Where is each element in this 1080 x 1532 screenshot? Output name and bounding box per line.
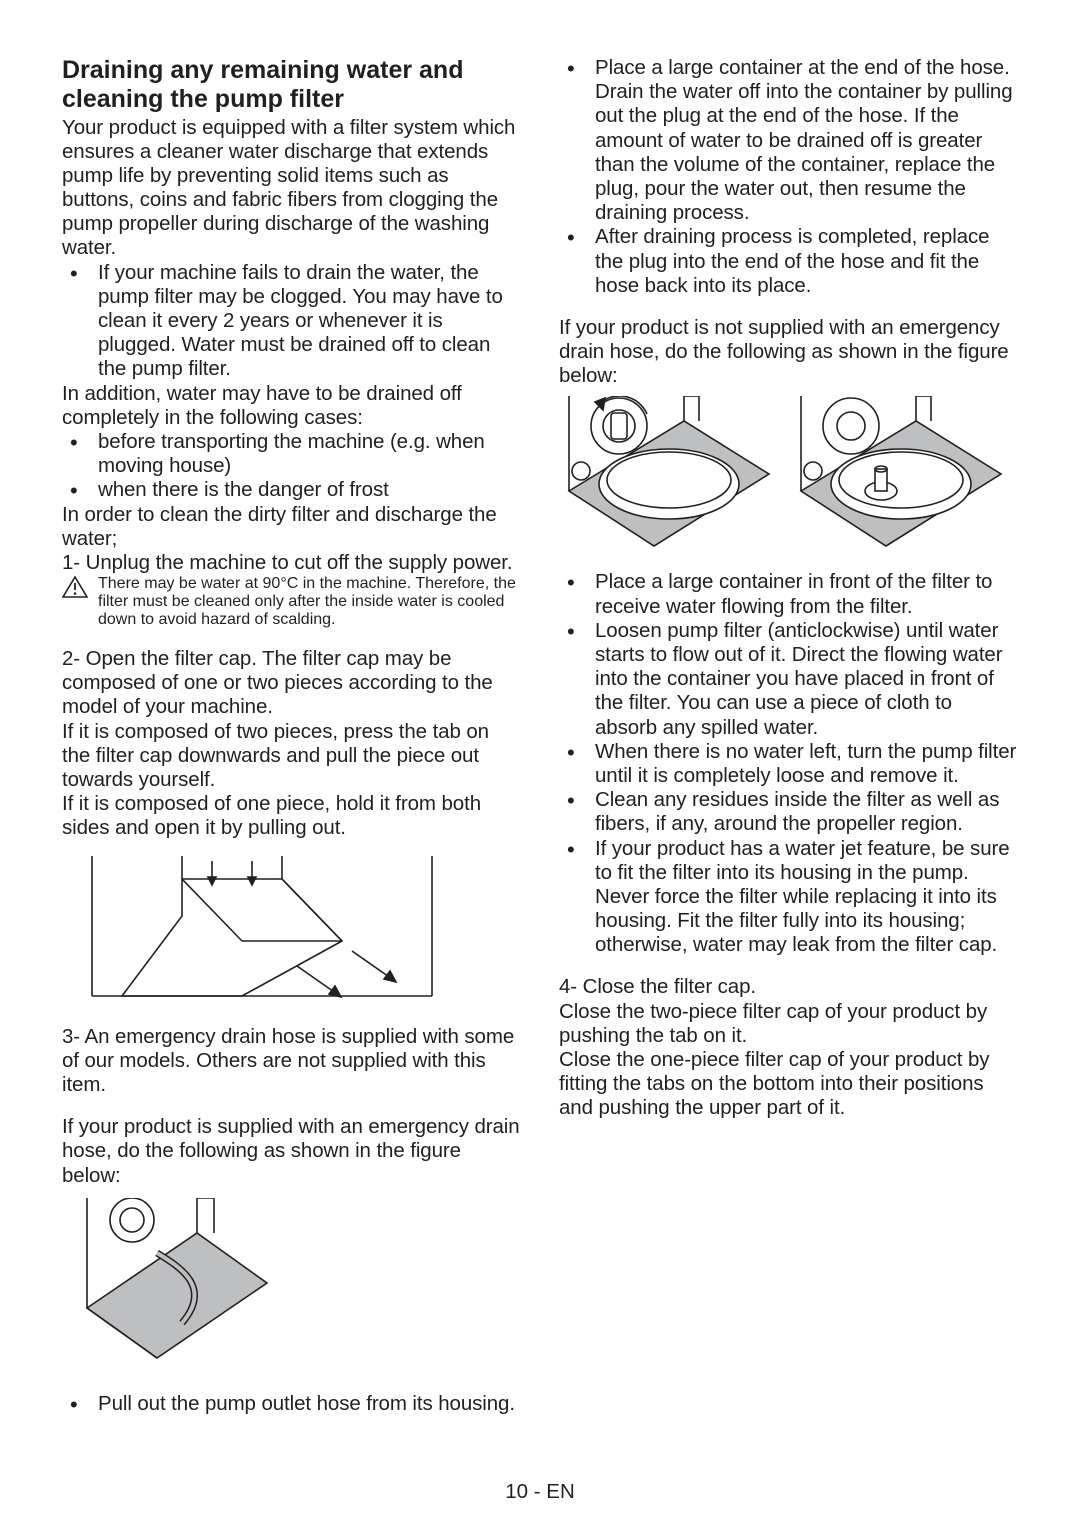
bullet-list: Place a large container at the end of th… xyxy=(559,56,1018,298)
bullet-item: Place a large container in front of the … xyxy=(559,570,1018,618)
two-column-layout: Draining any remaining water and cleanin… xyxy=(62,56,1018,1416)
paragraph: In order to clean the dirty filter and d… xyxy=(62,503,521,551)
bullet-item: Clean any residues inside the filter as … xyxy=(559,788,1018,836)
bullet-item: Loosen pump filter (anticlockwise) until… xyxy=(559,619,1018,740)
bullet-item: After draining process is completed, rep… xyxy=(559,225,1018,298)
paragraph: If it is composed of two pieces, press t… xyxy=(62,720,521,793)
figure-drain-hose xyxy=(62,1198,521,1378)
step-3: 3- An emergency drain hose is supplied w… xyxy=(62,1025,521,1098)
step-2: 2- Open the filter cap. The filter cap m… xyxy=(62,647,521,720)
bullet-item: Place a large container at the end of th… xyxy=(559,56,1018,225)
section-heading: Draining any remaining water and cleanin… xyxy=(62,56,521,114)
paragraph: Close the two-piece filter cap of your p… xyxy=(559,1000,1018,1048)
figure-remove-filter xyxy=(791,396,1011,556)
paragraph: In addition, water may have to be draine… xyxy=(62,382,521,430)
bullet-item: If your machine fails to drain the water… xyxy=(62,261,521,382)
paragraph: If your product is supplied with an emer… xyxy=(62,1115,521,1188)
bullet-item: Pull out the pump outlet hose from its h… xyxy=(62,1392,521,1416)
paragraph: If your product is not supplied with an … xyxy=(559,316,1018,389)
bullet-item: before transporting the machine (e.g. wh… xyxy=(62,430,521,478)
intro-paragraph: Your product is equipped with a filter s… xyxy=(62,116,521,261)
figure-loosen-filter xyxy=(559,396,779,556)
bullet-list: If your machine fails to drain the water… xyxy=(62,261,521,382)
paragraph: If it is composed of one piece, hold it … xyxy=(62,792,521,840)
figure-filter-cap xyxy=(62,851,521,1011)
bullet-item: If your product has a water jet feature,… xyxy=(559,837,1018,958)
bullet-list: Place a large container in front of the … xyxy=(559,570,1018,957)
bullet-list: Pull out the pump outlet hose from its h… xyxy=(62,1392,521,1416)
step-1: 1- Unplug the machine to cut off the sup… xyxy=(62,551,521,575)
step-4: 4- Close the filter cap. xyxy=(559,975,1018,999)
warning-icon xyxy=(62,576,88,598)
warning-note: There may be water at 90°C in the machin… xyxy=(62,575,521,629)
bullet-list: before transporting the machine (e.g. wh… xyxy=(62,430,521,503)
right-column: Place a large container at the end of th… xyxy=(559,56,1018,1416)
figure-pair xyxy=(559,396,1018,556)
warning-text: There may be water at 90°C in the machin… xyxy=(98,575,516,628)
paragraph: Close the one-piece filter cap of your p… xyxy=(559,1048,1018,1121)
left-column: Draining any remaining water and cleanin… xyxy=(62,56,521,1416)
page-footer: 10 - EN xyxy=(0,1480,1080,1504)
bullet-item: When there is no water left, turn the pu… xyxy=(559,740,1018,788)
bullet-item: when there is the danger of frost xyxy=(62,478,521,502)
